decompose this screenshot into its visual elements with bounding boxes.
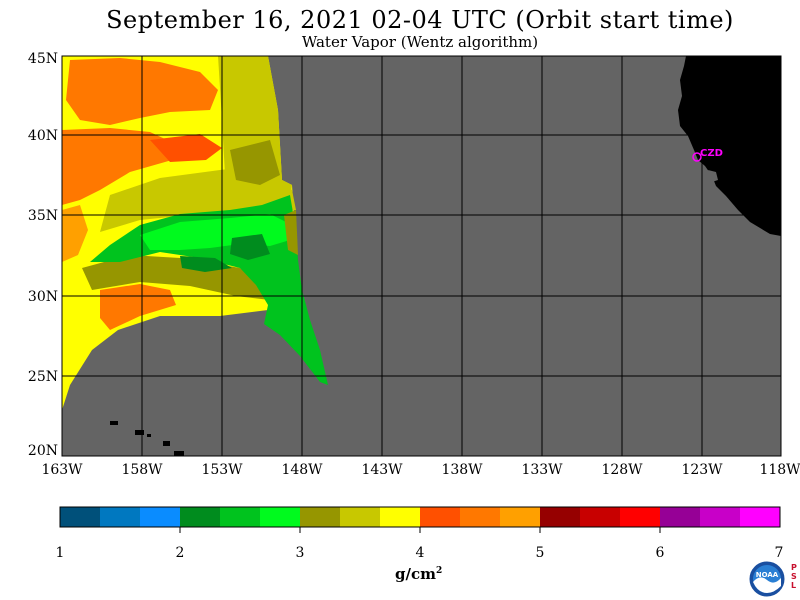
map-frame xyxy=(61,55,782,457)
north-america-landmass xyxy=(678,56,781,236)
colorbar-cell-17 xyxy=(700,507,741,527)
colorbar-cell-4 xyxy=(180,507,221,527)
lon-label-118w: 118W xyxy=(759,462,800,478)
colorbar-units-exponent: 2 xyxy=(435,566,443,576)
colorbar-cell-10 xyxy=(420,507,461,527)
swath-dark-green-patch xyxy=(230,234,270,260)
hawaiian-islands xyxy=(110,421,184,456)
colorbar-cell-14 xyxy=(580,507,621,527)
lat-lon-grid xyxy=(62,56,781,456)
colorbar-tick-3: 3 xyxy=(296,545,305,561)
swath-orange-west xyxy=(62,128,180,205)
noaa-logo-icon: NOAA xyxy=(748,560,786,598)
lon-label-153w: 153W xyxy=(201,462,243,478)
colorbar-cell-18 xyxy=(740,507,781,527)
colorbar-cell-7 xyxy=(300,507,341,527)
colorbar-cell-6 xyxy=(260,507,301,527)
colorbar-cell-12 xyxy=(500,507,541,527)
colorbar-tick-5: 5 xyxy=(536,545,545,561)
lon-label-158w: 158W xyxy=(121,462,163,478)
colorbar-cell-9 xyxy=(380,507,421,527)
lon-label-143w: 143W xyxy=(361,462,403,478)
lon-label-138w: 138W xyxy=(441,462,483,478)
station-marker-icon xyxy=(692,152,702,162)
swath-dark-green-patch-2 xyxy=(180,256,232,272)
colorbar-cell-1 xyxy=(60,507,101,527)
bay-inlet xyxy=(708,170,718,182)
lon-label-128w: 128W xyxy=(601,462,643,478)
colorbar-tick-1: 1 xyxy=(56,545,65,561)
lon-label-133w: 133W xyxy=(521,462,563,478)
colorbar-frame xyxy=(59,506,781,528)
colorbar-cell-3 xyxy=(140,507,181,527)
colorbar-cell-8 xyxy=(340,507,381,527)
colorbar-tick-4: 4 xyxy=(416,545,425,561)
water-vapor-swath xyxy=(62,56,328,410)
lat-label-40n: 40N xyxy=(28,128,58,144)
lon-label-148w: 148W xyxy=(281,462,323,478)
map-subtitle: Water Vapor (Wentz algorithm) xyxy=(301,33,539,51)
lat-label-25n: 25N xyxy=(28,369,58,385)
colorbar-cell-16 xyxy=(660,507,701,527)
lat-label-45n: 45N xyxy=(28,51,58,67)
swath-orange-patch xyxy=(150,134,222,162)
swath-olive-band-east xyxy=(230,140,280,185)
colorbar-units-text: g/cm xyxy=(395,565,436,583)
colorbar-cell-5 xyxy=(220,507,261,527)
colorbar xyxy=(60,507,781,533)
colorbar-cell-2 xyxy=(100,507,141,527)
swath-olive-edge xyxy=(284,210,298,255)
lat-label-30n: 30N xyxy=(28,289,58,305)
colorbar-tick-6: 6 xyxy=(656,545,665,561)
noaa-logo-text: NOAA xyxy=(756,571,779,579)
station-label: CZD xyxy=(700,148,723,159)
swath-orange-left-edge xyxy=(62,205,88,262)
lat-label-20n: 20N xyxy=(28,443,58,459)
lon-label-163w: 163W xyxy=(41,462,83,478)
map-title: September 16, 2021 02-04 UTC (Orbit star… xyxy=(106,6,734,34)
colorbar-tick-7: 7 xyxy=(775,545,784,561)
colorbar-tick-2: 2 xyxy=(176,545,185,561)
colorbar-cell-11 xyxy=(460,507,501,527)
colorbar-units: g/cm2 xyxy=(395,565,442,583)
colorbar-cell-15 xyxy=(620,507,661,527)
lon-label-123w: 123W xyxy=(681,462,723,478)
colorbar-cell-13 xyxy=(540,507,581,527)
lat-label-35n: 35N xyxy=(28,208,58,224)
